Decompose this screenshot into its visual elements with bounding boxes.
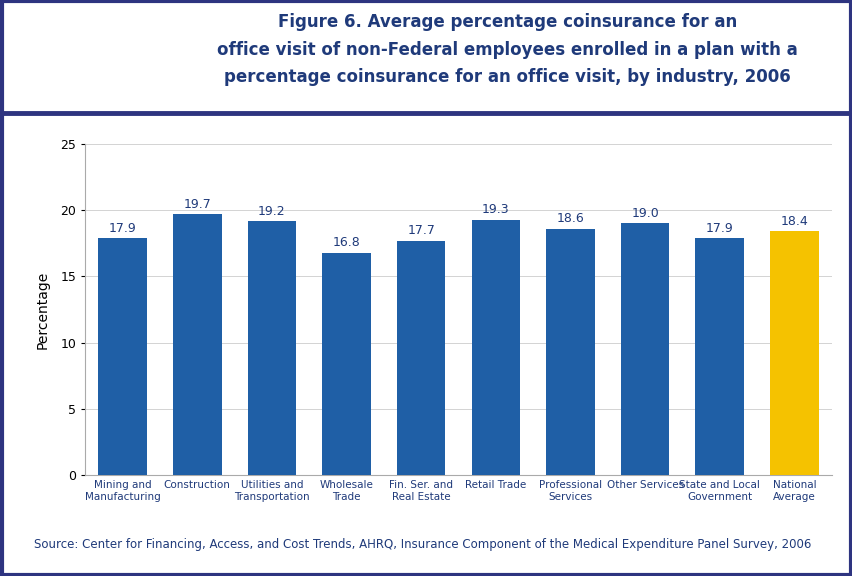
Text: percentage coinsurance for an office visit, by industry, 2006: percentage coinsurance for an office vis… — [224, 69, 790, 86]
Text: 18.6: 18.6 — [556, 213, 584, 225]
Bar — [78, 7, 156, 112]
Text: ●●●●●●●●: ●●●●●●●● — [28, 102, 57, 106]
Text: Figure 6. Average percentage coinsurance for an: Figure 6. Average percentage coinsurance… — [278, 13, 736, 31]
Bar — [396, 241, 445, 475]
Bar — [7, 7, 78, 112]
Text: 19.2: 19.2 — [258, 204, 285, 218]
Text: office visit of non-Federal employees enrolled in a plan with a: office visit of non-Federal employees en… — [217, 41, 797, 59]
Bar — [545, 229, 594, 475]
Bar — [98, 238, 147, 475]
Text: 17.9: 17.9 — [705, 222, 733, 235]
Bar — [247, 221, 296, 475]
Text: 19.3: 19.3 — [481, 203, 509, 216]
Text: 16.8: 16.8 — [332, 236, 360, 249]
Text: 19.0: 19.0 — [630, 207, 659, 220]
Polygon shape — [14, 22, 71, 97]
Bar — [471, 219, 520, 475]
Text: Source: Center for Financing, Access, and Cost Trends, AHRQ, Insurance Component: Source: Center for Financing, Access, an… — [34, 538, 810, 551]
Bar — [620, 223, 669, 475]
Text: AHRQ: AHRQ — [91, 31, 141, 46]
Y-axis label: Percentage: Percentage — [35, 271, 49, 348]
Bar — [322, 253, 371, 475]
Text: 18.4: 18.4 — [780, 215, 808, 228]
Text: 19.7: 19.7 — [183, 198, 211, 211]
Bar — [173, 214, 222, 475]
Bar — [694, 238, 743, 475]
Bar — [769, 232, 818, 475]
Text: 17.9: 17.9 — [108, 222, 136, 235]
Text: AHRQ: AHRQ — [91, 31, 141, 46]
Text: 17.7: 17.7 — [406, 225, 435, 237]
Text: Advancing
Excellence in
Health Care: Advancing Excellence in Health Care — [90, 66, 141, 85]
Text: Advancing
Excellence in
Health Care: Advancing Excellence in Health Care — [90, 66, 141, 85]
